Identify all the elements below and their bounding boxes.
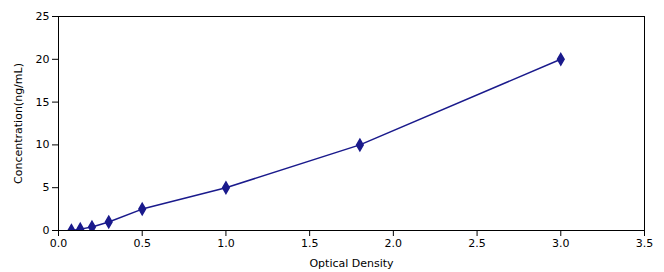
svg-text:0.0: 0.0 [50,237,68,250]
svg-text:25: 25 [36,10,50,23]
svg-text:0.5: 0.5 [133,237,151,250]
svg-text:20: 20 [36,53,50,66]
svg-text:0: 0 [43,224,50,237]
svg-text:1.5: 1.5 [301,237,319,250]
svg-text:2.5: 2.5 [468,237,486,250]
svg-text:5: 5 [43,181,50,194]
svg-text:Concentration(ng/mL): Concentration(ng/mL) [12,63,25,184]
svg-text:Optical Density: Optical Density [309,257,394,270]
svg-text:2.0: 2.0 [385,237,403,250]
svg-text:3.5: 3.5 [636,237,654,250]
svg-text:15: 15 [36,96,50,109]
svg-text:1.0: 1.0 [217,237,235,250]
svg-text:10: 10 [36,138,50,151]
svg-text:3.0: 3.0 [552,237,570,250]
